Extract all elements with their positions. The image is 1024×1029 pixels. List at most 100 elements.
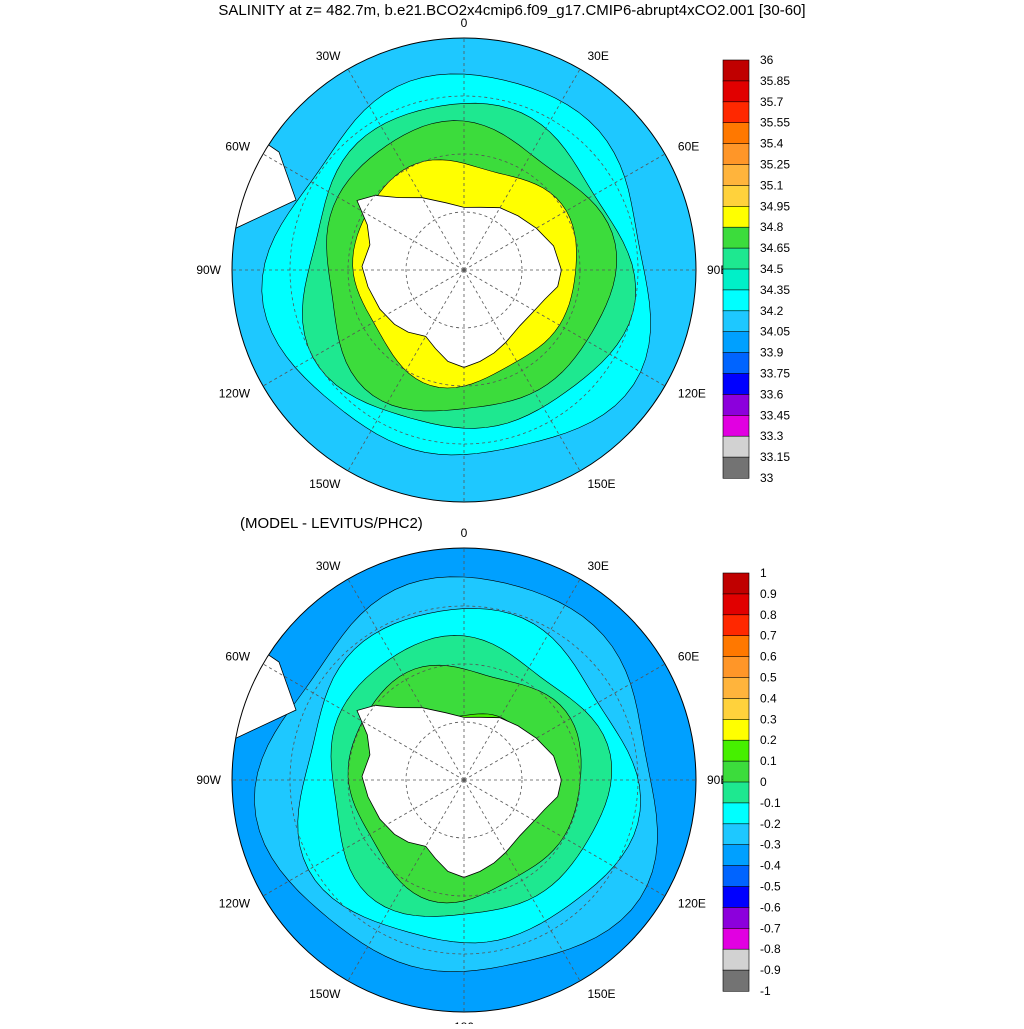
colorbar-label: 34.8 [760,220,784,234]
colorbar-label: 34.95 [760,199,790,213]
longitude-label: 150W [309,987,341,1001]
colorbar-swatch [722,59,750,82]
colorbar-label: 0.9 [760,587,777,601]
longitude-label: 60E [678,140,699,154]
colorbar-label: -0.9 [760,963,781,977]
difference-panel: 030E60E90E120E150E180150W120W90W60W30W10… [0,512,1024,1029]
colorbar-swatch [722,823,750,846]
colorbar-label: 34.2 [760,304,784,318]
difference-subtitle: (MODEL - LEVITUS/PHC2) [240,515,423,532]
longitude-label: 150E [588,477,616,491]
colorbar-label: 33.15 [760,450,790,464]
meridian-gridline [347,578,465,781]
colorbar-swatch [722,739,750,762]
colorbar-label: 33.75 [760,367,790,381]
colorbar-label: 34.65 [760,241,790,255]
colorbar-label: -0.7 [760,921,781,935]
colorbar-label: 0.2 [760,733,777,747]
colorbar-swatch [722,719,750,741]
colorbar-label: 35.55 [760,116,790,130]
longitude-label: 90W [196,263,221,277]
colorbar-swatch [722,435,750,458]
colorbar-label: 0.7 [760,629,777,643]
longitude-label: 30W [316,559,341,573]
colorbar-swatch [722,185,750,207]
colorbar-swatch [722,698,750,720]
colorbar-swatch [722,331,750,354]
longitude-label: 120E [678,387,706,401]
meridian-gridline [262,269,465,387]
meridian-gridline [347,68,465,271]
colorbar-swatch [722,456,750,479]
colorbar-label: -0.1 [760,796,781,810]
meridian-gridline [463,269,581,472]
colorbar-swatch [722,656,750,679]
meridian-gridline [262,153,465,271]
colorbar-swatch [722,164,750,187]
colorbar-swatch [722,802,750,825]
colorbar-label: 33.9 [760,346,784,360]
colorbar-swatch [722,310,750,333]
colorbar-label: 35.4 [760,137,784,151]
colorbar-swatch [722,781,750,804]
colorbar-label: 33.6 [760,387,784,401]
colorbar-label: -1 [760,984,771,998]
colorbar-label: 36 [760,53,774,67]
salinity-panel: 030E60E90E120E150E180150W120W90W60W30W36… [0,0,1024,524]
meridian-gridline [463,68,581,271]
meridian-gridline [262,663,465,781]
longitude-label: 150E [588,987,616,1001]
longitude-label: 150W [309,477,341,491]
colorbar-swatch [722,101,750,124]
colorbar-swatch [722,289,750,312]
colorbar-label: 33.45 [760,408,790,422]
meridian-gridline [347,779,465,982]
longitude-label: 120W [219,897,251,911]
colorbar-label: 34.05 [760,325,790,339]
colorbar-swatch [722,572,750,595]
longitude-label: 120W [219,387,251,401]
meridian-gridline [262,779,465,897]
longitude-label: 30E [588,559,609,573]
longitude-label: 60W [225,650,250,664]
longitude-label: 0 [461,16,468,30]
longitude-label: 120E [678,897,706,911]
colorbar-swatch [722,969,750,992]
meridian-gridline [463,779,666,897]
colorbar-swatch [722,268,750,291]
colorbar-label: 0.5 [760,671,777,685]
meridian-gridline [463,663,666,781]
colorbar-swatch [722,927,750,950]
longitude-label: 30W [316,49,341,63]
longitude-label: 90W [196,773,221,787]
colorbar-swatch [722,143,750,166]
meridian-gridline [463,779,581,982]
antarctica-land [356,194,562,368]
antarctica-land [356,704,562,878]
colorbar-label: 1 [760,566,767,580]
meridian-gridline [463,153,666,271]
colorbar-label: -0.2 [760,817,781,831]
colorbar-label: -0.5 [760,880,781,894]
colorbar-label: 0.4 [760,691,777,705]
colorbar-swatch [722,226,750,249]
latitude-gridline [405,211,523,329]
colorbar-label: -0.8 [760,942,781,956]
colorbar-label: 33.3 [760,429,784,443]
longitude-label: 180 [454,1020,474,1024]
meridian-gridline [463,578,581,781]
colorbar-swatch [722,907,750,929]
colorbar-swatch [722,614,750,637]
longitude-label: 60W [225,140,250,154]
figure-title: SALINITY at z= 482.7m, b.e21.BCO2x4cmip6… [218,2,806,19]
colorbar-swatch [722,844,750,867]
colorbar-swatch [722,677,750,700]
colorbar-swatch [722,948,750,971]
colorbar-label: -0.6 [760,900,781,914]
meridian-gridline [347,269,465,472]
colorbar-swatch [722,394,750,416]
colorbar-swatch [722,414,750,437]
colorbar-swatch [722,373,750,396]
map-border [231,37,697,503]
meridian-gridline [463,269,666,387]
